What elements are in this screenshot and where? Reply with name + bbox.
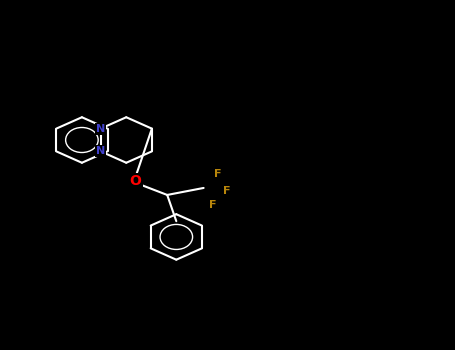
Text: F: F [213,169,221,179]
Text: N: N [96,124,105,134]
Text: F: F [222,187,230,196]
Text: O: O [129,174,142,188]
Text: N: N [96,146,105,156]
Text: F: F [209,201,217,210]
